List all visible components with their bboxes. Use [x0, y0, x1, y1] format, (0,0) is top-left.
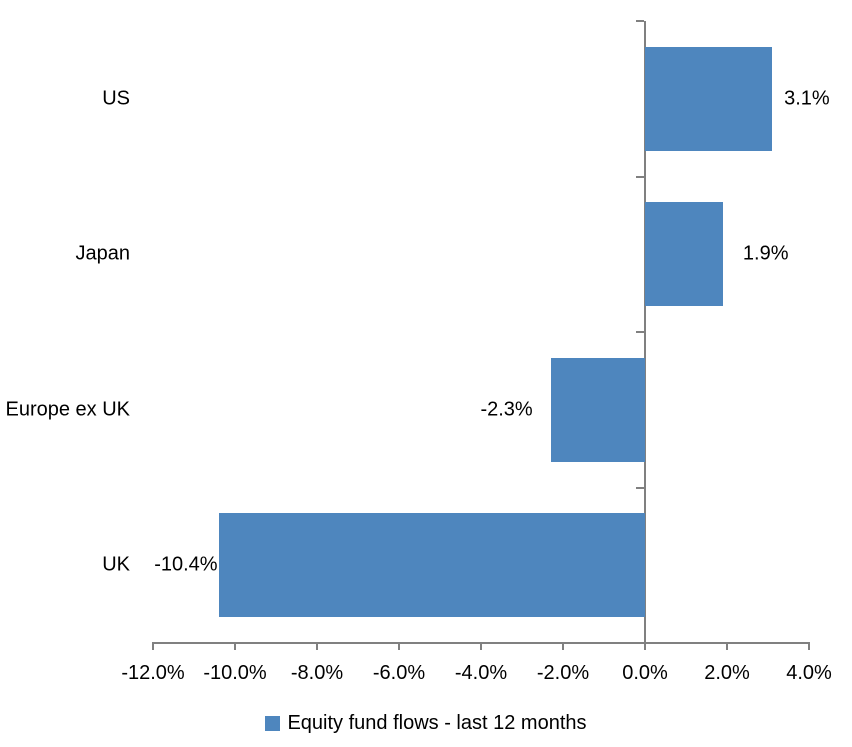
value-axis-tick	[644, 642, 646, 650]
value-axis-tick	[234, 642, 236, 650]
x-tick-label: -4.0%	[454, 662, 508, 684]
x-tick-label: -2.0%	[536, 662, 590, 684]
category-label-us: US	[102, 87, 130, 110]
data-label-europe-ex-uk: -2.3%	[480, 398, 533, 421]
value-axis-tick	[562, 642, 564, 650]
category-axis-tick	[636, 175, 644, 178]
bar-us	[645, 46, 773, 151]
category-axis-line	[644, 21, 646, 643]
category-axis-tick	[636, 20, 644, 22]
category-axis-tick	[636, 331, 644, 333]
category-label-europe-ex-uk: Europe ex UK	[5, 398, 130, 421]
category-label-uk: UK	[102, 553, 130, 576]
data-label-uk: -10.4%	[154, 553, 218, 576]
x-tick-label: 0.0%	[622, 662, 668, 684]
x-tick-label: -6.0%	[372, 662, 426, 684]
legend-label: Equity fund flows - last 12 months	[287, 711, 587, 734]
value-axis-tick	[808, 642, 810, 650]
data-label-us: 3.1%	[784, 87, 830, 110]
x-tick-label: 2.0%	[704, 662, 750, 684]
x-tick-label: -12.0%	[121, 662, 185, 684]
bar-uk	[218, 513, 645, 618]
legend: Equity fund flows - last 12 months	[0, 709, 852, 737]
value-axis-tick	[726, 642, 728, 650]
data-label-japan: 1.9%	[742, 242, 789, 265]
value-axis-tick	[398, 642, 400, 650]
value-axis-tick	[480, 642, 482, 650]
bar-europe-ex-uk	[550, 357, 645, 462]
x-tick-label: -10.0%	[203, 662, 267, 684]
legend-square-icon	[265, 715, 281, 731]
x-tick-label: 4.0%	[786, 662, 832, 684]
value-axis-tick	[316, 642, 318, 650]
value-axis-tick	[152, 642, 154, 650]
x-tick-label: -8.0%	[290, 662, 344, 684]
bar-japan	[645, 202, 723, 307]
category-axis-tick	[636, 486, 644, 489]
category-label-japan: Japan	[75, 242, 131, 265]
